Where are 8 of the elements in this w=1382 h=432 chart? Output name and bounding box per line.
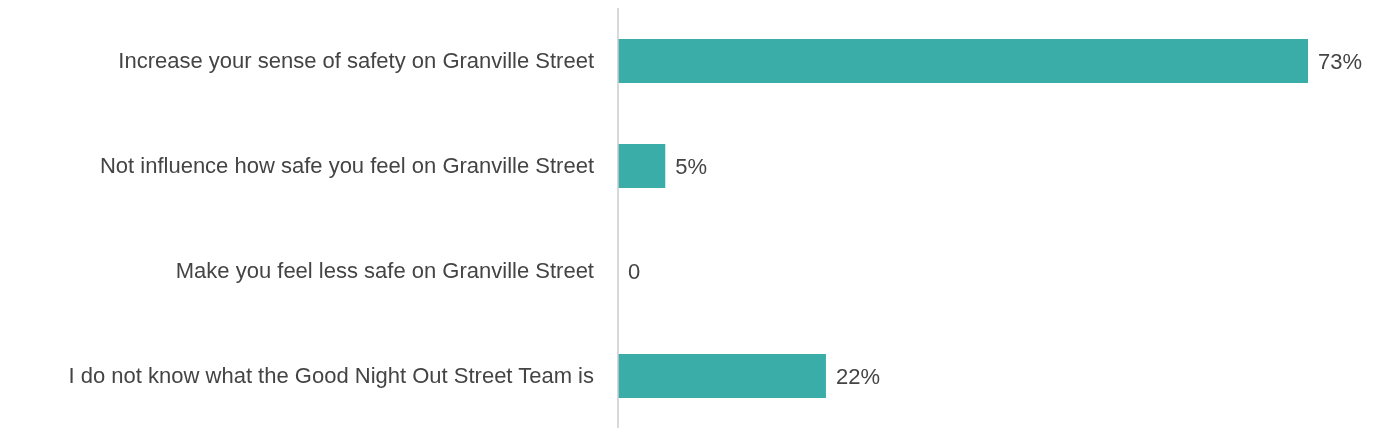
data-label: 5%	[675, 153, 708, 179]
data-label: 73%	[1318, 48, 1363, 74]
y-tick-label: Make you feel less safe on Granville Street	[175, 258, 594, 284]
data-label: 0	[628, 258, 641, 284]
y-tick-label: I do not know what the Good Night Out Street Team is	[68, 363, 594, 389]
y-tick-label: Increase your sense of safety on Granville Street	[118, 48, 594, 74]
data-label: 22%	[835, 363, 880, 389]
y-tick-label: Not influence how safe you feel on Granville Street	[99, 153, 594, 179]
